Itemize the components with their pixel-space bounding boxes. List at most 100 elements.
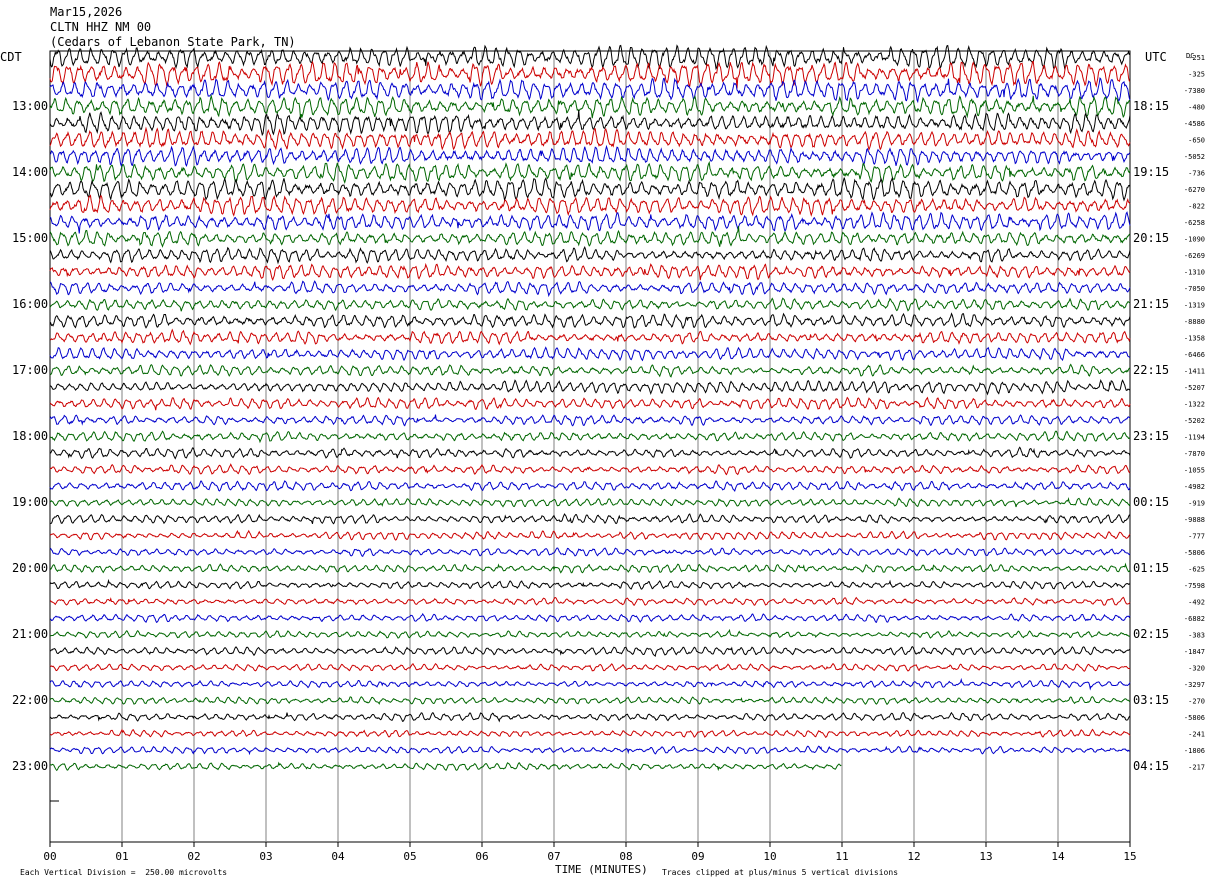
dc-offset-label: -1411 [1184, 368, 1205, 376]
header-station: CLTN HHZ NM 00 [50, 20, 151, 34]
x-tick-label: 11 [835, 850, 848, 863]
dc-offset-label: -1847 [1184, 648, 1205, 656]
trace-layer [49, 44, 1131, 802]
seismic-trace [49, 262, 1131, 282]
dc-offset-label: -492 [1188, 599, 1205, 607]
right-hour-label: 03:15 [1133, 693, 1169, 707]
seismic-trace [49, 246, 1131, 265]
right-hour-label: 20:15 [1133, 231, 1169, 245]
x-tick-label: 09 [691, 850, 704, 863]
text-layer: Mar15,2026 CLTN HHZ NM 00 (Cedars of Leb… [0, 5, 1194, 877]
dc-offset-label: -4982 [1184, 483, 1205, 491]
left-hour-label: 23:00 [12, 759, 48, 773]
left-hour-label: 13:00 [12, 99, 48, 113]
seismic-trace [49, 628, 1131, 639]
dc-offset-label: -1358 [1184, 335, 1205, 343]
seismic-trace [49, 144, 1131, 168]
dc-offset-label: -5207 [1184, 384, 1205, 392]
seismic-trace [49, 529, 1131, 541]
seismic-trace [49, 612, 1131, 623]
dc-offset-label: -6258 [1184, 219, 1205, 227]
dc-offset-label: -7598 [1184, 582, 1205, 590]
dc-offset-label: -1194 [1184, 434, 1205, 442]
dc-offset-label: -736 [1188, 170, 1205, 178]
seismic-trace [49, 60, 1131, 89]
left-hour-label: 17:00 [12, 363, 48, 377]
seismic-trace [49, 463, 1131, 476]
dc-offset-label: -650 [1188, 137, 1205, 145]
dc-offset-label: -1322 [1184, 401, 1205, 409]
x-tick-label: 12 [907, 850, 920, 863]
right-hour-label: 02:15 [1133, 627, 1169, 641]
seismic-trace [49, 578, 1131, 590]
dc-offset-label: -7380 [1184, 87, 1205, 95]
right-hour-label: 04:15 [1133, 759, 1169, 773]
seismic-trace [49, 160, 1131, 185]
header-date: Mar15,2026 [50, 5, 122, 19]
left-hour-label: 18:00 [12, 429, 48, 443]
dc-offset-label: -1090 [1184, 236, 1205, 244]
seismic-trace [49, 363, 1131, 378]
dc-offset-label: -5806 [1184, 714, 1205, 722]
dc-offset-label: -270 [1188, 698, 1205, 706]
seismic-trace [49, 77, 1131, 104]
dc-offset-label: -6270 [1184, 186, 1205, 194]
dc-offset-label: -6466 [1184, 351, 1205, 359]
right-hour-label: 00:15 [1133, 495, 1169, 509]
x-tick-label: 13 [979, 850, 992, 863]
seismic-trace [49, 211, 1131, 234]
seismic-trace [49, 176, 1131, 202]
dc-offset-label: -4586 [1184, 120, 1205, 128]
seismic-trace [49, 328, 1131, 346]
left-timezone-label: CDT [0, 50, 22, 64]
seismic-trace [49, 662, 1131, 672]
seismic-trace [49, 645, 1131, 657]
dc-offset-label: -7050 [1184, 285, 1205, 293]
dc-offset-label: -822 [1188, 203, 1205, 211]
seismic-trace [49, 297, 1131, 312]
seismic-trace [49, 312, 1131, 330]
seismic-trace [49, 497, 1131, 508]
clip-note: Traces clipped at plus/minus 5 vertical … [662, 868, 898, 877]
seismic-trace [49, 346, 1131, 362]
header-location: (Cedars of Lebanon State Park, TN) [50, 35, 296, 49]
scale-note: Each Vertical Division = 250.00 microvol… [20, 868, 227, 877]
dc-offset-label: -5052 [1184, 153, 1205, 161]
seismic-trace [49, 280, 1131, 298]
dc-offset-label: -9888 [1184, 516, 1205, 524]
seismic-trace [49, 761, 842, 772]
right-hour-label: 22:15 [1133, 363, 1169, 377]
dc-offset-label: -1806 [1184, 747, 1205, 755]
seismic-trace [49, 94, 1131, 119]
left-hour-label: 22:00 [12, 693, 48, 707]
dc-offset-label: -1055 [1184, 467, 1205, 475]
x-tick-label: 00 [43, 850, 56, 863]
x-tick-label: 14 [1051, 850, 1065, 863]
dc-offset-label: -7870 [1184, 450, 1205, 458]
seismic-trace [49, 110, 1131, 137]
seismic-trace [49, 745, 1131, 756]
dc-offset-label: -1310 [1184, 269, 1205, 277]
dc-offset-label: -777 [1188, 533, 1205, 541]
x-tick-label: 08 [619, 850, 632, 863]
x-tick-label: 10 [763, 850, 776, 863]
dc-offset-label: -383 [1188, 632, 1205, 640]
seismic-trace [49, 446, 1131, 460]
seismic-trace [49, 44, 1131, 71]
dc-offset-label: -3297 [1184, 681, 1205, 689]
left-hour-label: 14:00 [12, 165, 48, 179]
left-hour-label: 16:00 [12, 297, 48, 311]
right-hour-label: 19:15 [1133, 165, 1169, 179]
right-hour-label: 01:15 [1133, 561, 1169, 575]
x-tick-label: 02 [187, 850, 200, 863]
x-tick-label: 01 [115, 850, 128, 863]
right-hour-label: 18:15 [1133, 99, 1169, 113]
seismic-trace [49, 480, 1131, 492]
seismic-trace [49, 430, 1131, 444]
seismic-trace [49, 126, 1131, 152]
right-hour-label: 21:15 [1133, 297, 1169, 311]
x-tick-label: 05 [403, 850, 416, 863]
left-hour-label: 21:00 [12, 627, 48, 641]
seismic-trace [49, 696, 1131, 706]
dc-offset-label: -320 [1188, 665, 1205, 673]
